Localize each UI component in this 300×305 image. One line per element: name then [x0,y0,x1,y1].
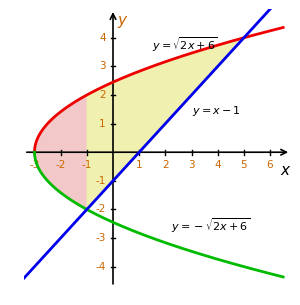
Text: 1: 1 [99,119,106,129]
Text: 5: 5 [241,160,247,170]
Text: 4: 4 [99,33,106,43]
Text: -3: -3 [29,160,40,170]
Text: -1: -1 [95,176,106,186]
Text: y: y [118,13,127,28]
Text: $y = x-1$: $y = x-1$ [191,104,240,118]
Text: -2: -2 [95,204,106,214]
Text: -4: -4 [95,262,106,272]
Text: 3: 3 [99,61,106,71]
Text: -2: -2 [56,160,66,170]
Text: 4: 4 [214,160,221,170]
Text: 2: 2 [162,160,169,170]
Text: 2: 2 [99,90,106,100]
Text: x: x [281,163,290,178]
Text: 3: 3 [188,160,195,170]
Text: $y = -\sqrt{2x+6}$: $y = -\sqrt{2x+6}$ [171,216,250,235]
Text: -1: -1 [82,160,92,170]
Text: 1: 1 [136,160,142,170]
Text: $y = \sqrt{2x+6}$: $y = \sqrt{2x+6}$ [152,36,218,54]
Text: -3: -3 [95,233,106,243]
Text: 6: 6 [267,160,273,170]
